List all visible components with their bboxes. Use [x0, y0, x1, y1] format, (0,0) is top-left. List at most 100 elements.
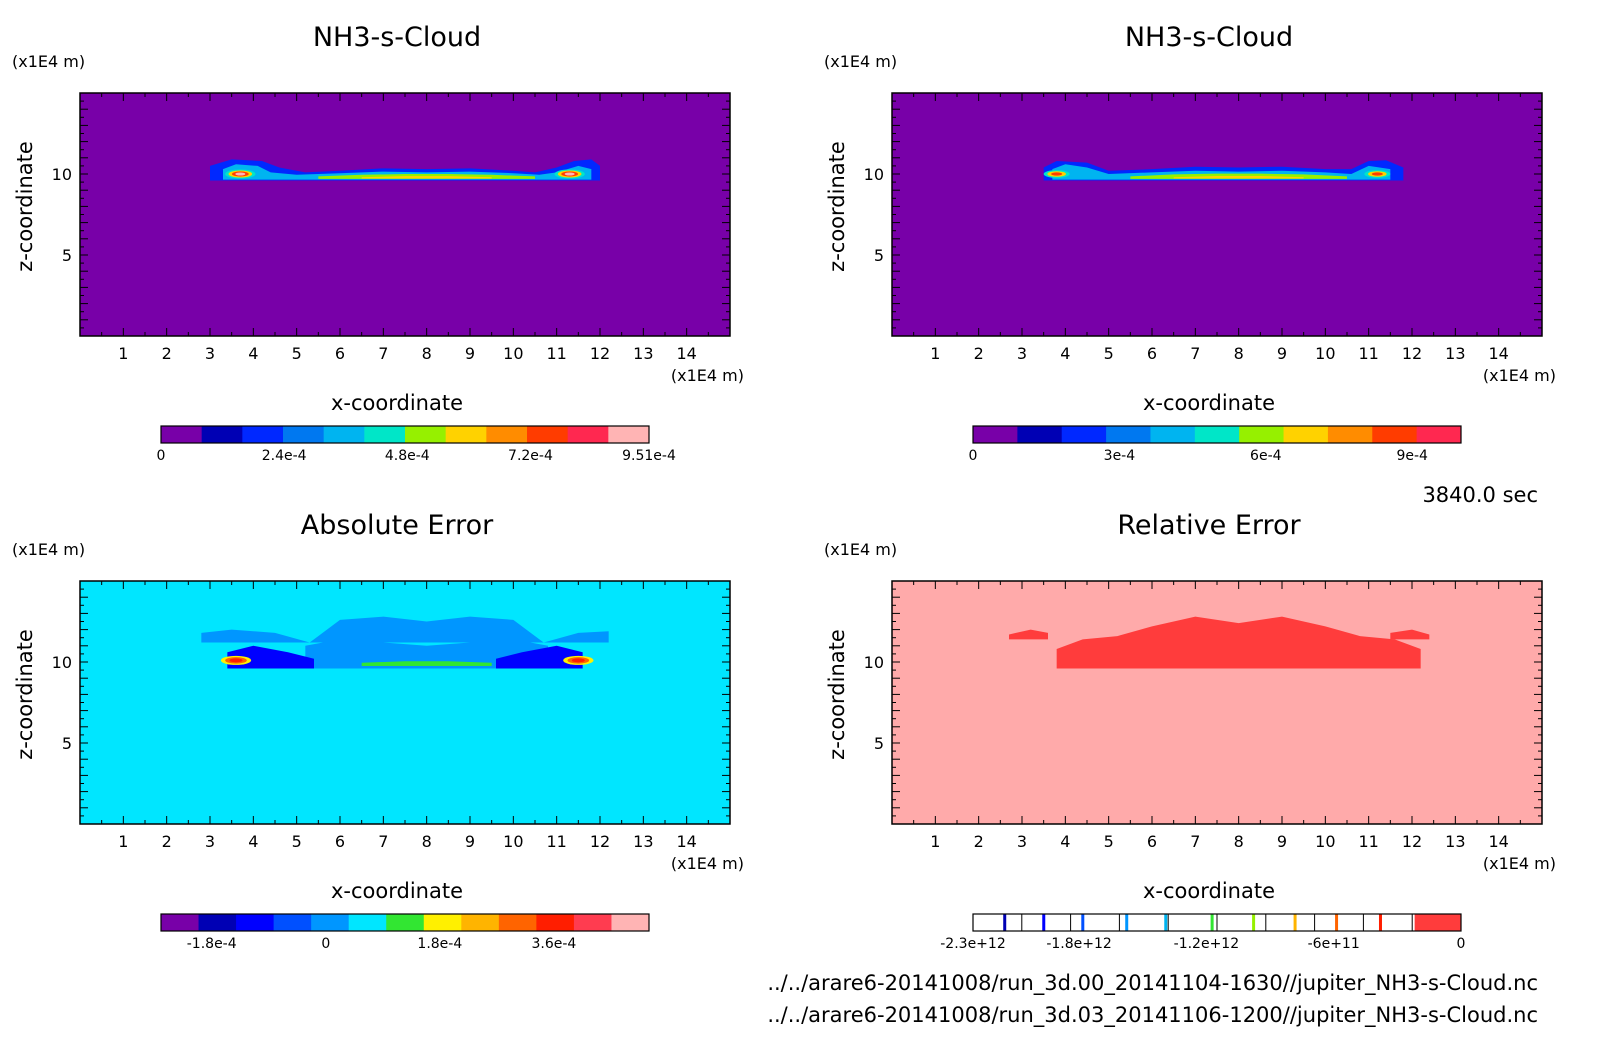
colorbar-tick-label: -6e+11	[1308, 936, 1360, 952]
colorbar-swatch	[323, 426, 365, 443]
colorbar-swatch	[311, 914, 350, 931]
colorbar-marker	[1125, 914, 1129, 931]
colorbar-swatch	[1239, 426, 1285, 443]
contour-region-2	[1390, 629, 1430, 640]
x-tick-label: 14	[1488, 832, 1508, 851]
contour-group	[1009, 616, 1430, 669]
contour-region-3	[1056, 616, 1421, 669]
colorbar-tick-label: 2.4e-4	[262, 448, 307, 464]
x-tick-label: 5	[1104, 832, 1114, 851]
colorbar-swatch	[1416, 426, 1462, 443]
colorbar-swatch	[1327, 426, 1373, 443]
colorbar-marker	[1252, 914, 1256, 931]
field-background	[80, 93, 730, 336]
colorbar-swatch	[348, 914, 387, 931]
colorbar-swatch-max	[1414, 914, 1461, 931]
colorbar-marker	[1378, 914, 1382, 931]
colorbar-swatch	[198, 914, 237, 931]
colorbar-frame	[160, 913, 650, 932]
x-unit-label: (x1E4 m)	[1483, 854, 1556, 873]
colorbar-swatch	[486, 426, 528, 443]
colorbar-tick-label: 9e-4	[1396, 448, 1428, 464]
x-tick-label: 11	[1358, 832, 1378, 851]
x-tick-label: 8	[1234, 832, 1244, 851]
x-tick-label: 8	[422, 344, 432, 363]
x-tick-label: 3	[1017, 832, 1027, 851]
colorbar-tick-label: 0	[1457, 936, 1466, 952]
colorbar-tick-label: 6e-4	[1250, 448, 1282, 464]
hotspot-1-level-3	[229, 658, 243, 663]
colorbar-swatch	[405, 426, 447, 443]
x-tick-label: 9	[1277, 344, 1287, 363]
x-tick-label: 9	[1277, 832, 1287, 851]
colorbar: 0 3e-4 6e-4 9e-4	[969, 425, 1462, 464]
x-axis-label: x-coordinate	[331, 879, 463, 903]
x-tick-label: 7	[1190, 832, 1200, 851]
colorbar-marker	[1081, 914, 1085, 931]
colorbar-swatch	[498, 914, 537, 931]
x-tick-label: 7	[378, 344, 388, 363]
x-tick-label: 13	[633, 344, 653, 363]
contour-region-4	[361, 176, 492, 179]
hotspot-1-level-4	[235, 172, 246, 176]
x-tick-label: 2	[162, 832, 172, 851]
colorbar-marker	[1293, 914, 1297, 931]
y-unit-label: (x1E4 m)	[12, 52, 85, 71]
hotspot-2-level-3	[571, 658, 585, 663]
colorbar-tick-label: 0	[969, 448, 978, 464]
x-tick-label: 14	[676, 832, 696, 851]
colorbar-swatch	[1150, 426, 1196, 443]
contour-region-4	[496, 645, 583, 669]
x-tick-label: 12	[590, 832, 610, 851]
colorbar-swatch	[1194, 426, 1240, 443]
colorbar-tick-label: 4.8e-4	[385, 448, 430, 464]
contour-group	[201, 616, 609, 669]
colorbar: -1.8e-4 0 1.8e-4 3.6e-4	[160, 913, 650, 952]
x-tick-label: 6	[335, 832, 345, 851]
x-tick-label: 10	[503, 344, 523, 363]
x-tick-label: 4	[1060, 832, 1070, 851]
panel-title: Absolute Error	[301, 510, 494, 541]
y-tick-label: 10	[52, 165, 72, 184]
time-label: 3840.0 sec	[1422, 483, 1538, 507]
colorbar-tick-label: -1.8e-4	[187, 936, 237, 952]
colorbar-tick-label: 3e-4	[1104, 448, 1136, 464]
contour-region-3	[227, 645, 314, 669]
y-axis-label: z-coordinate	[825, 141, 849, 272]
x-tick-label: 3	[205, 832, 215, 851]
colorbar-swatch	[273, 914, 312, 931]
x-tick-label: 12	[1402, 344, 1422, 363]
x-tick-label: 14	[1488, 344, 1508, 363]
colorbar-tick-label: -1.8e+12	[1046, 936, 1111, 952]
contour-region-2	[305, 639, 548, 669]
contour-region-1	[1009, 629, 1048, 640]
x-tick-label: 13	[1445, 344, 1465, 363]
colorbar-swatch	[973, 426, 1018, 443]
x-unit-label: (x1E4 m)	[671, 854, 744, 873]
x-tick-label: 9	[465, 344, 475, 363]
x-tick-label: 9	[465, 832, 475, 851]
colorbar-frame	[972, 425, 1462, 444]
colorbar-tick-label: 3.6e-4	[532, 936, 577, 952]
colorbar-swatch	[283, 426, 325, 443]
y-tick-label: 5	[62, 246, 72, 265]
y-axis-label: z-coordinate	[13, 629, 37, 760]
y-tick-label: 10	[52, 653, 72, 672]
x-axis-label: x-coordinate	[1143, 391, 1275, 415]
colorbar-swatch	[536, 914, 575, 931]
panel-title: NH3-s-Cloud	[313, 22, 481, 53]
file-path-2: ../../arare6-20141008/run_3d.03_20141106…	[767, 1003, 1538, 1028]
contour-group	[210, 159, 600, 181]
y-unit-label: (x1E4 m)	[12, 540, 85, 559]
x-tick-label: 8	[1234, 344, 1244, 363]
colorbar-swatch	[242, 426, 284, 443]
y-tick-label: 5	[874, 734, 884, 753]
x-tick-label: 14	[676, 344, 696, 363]
y-tick-label: 10	[864, 165, 884, 184]
colorbar-tick-label: -1.2e+12	[1174, 936, 1239, 952]
contour-group	[1043, 160, 1404, 181]
x-tick-label: 1	[930, 344, 940, 363]
